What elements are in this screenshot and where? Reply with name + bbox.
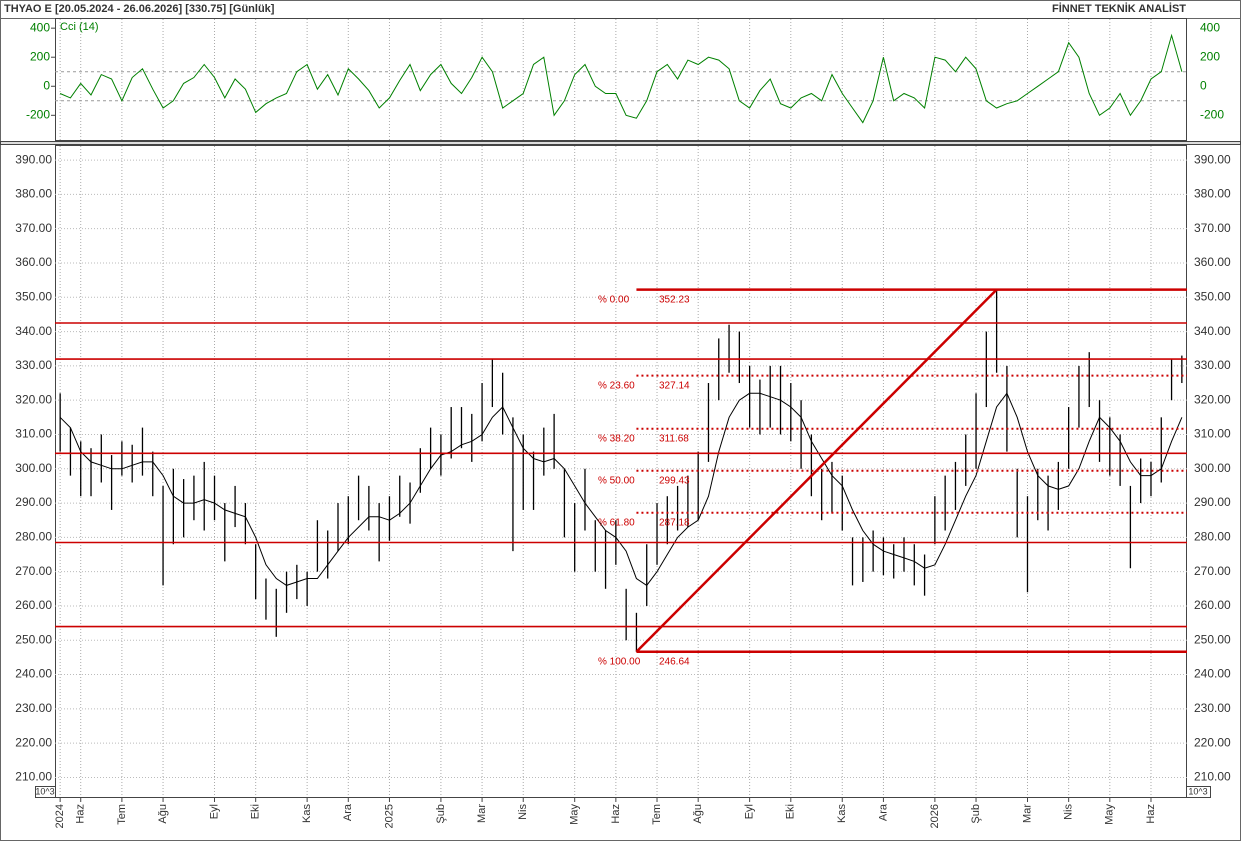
y-tick-label: 360.00 xyxy=(15,255,52,269)
y-tick-label: 0 xyxy=(43,78,50,92)
x-tick-label: Eki xyxy=(785,804,797,819)
fib-ratio: % 23.60 xyxy=(598,380,635,391)
x-tick-label: Mar xyxy=(1021,804,1033,823)
y-tick-label: 370.00 xyxy=(15,221,52,235)
y-tick-label: 280.00 xyxy=(1194,530,1231,544)
fib-ratio: % 0.00 xyxy=(598,294,630,305)
fib-ratio: % 100.00 xyxy=(598,656,641,667)
y-tick-label: 230.00 xyxy=(15,701,52,715)
header-brand: FİNNET TEKNİK ANALİST xyxy=(1052,2,1186,15)
x-tick-label: Şub xyxy=(435,804,447,824)
y-tick-label: 320.00 xyxy=(1194,392,1231,406)
y-tick-label: 270.00 xyxy=(1194,564,1231,578)
x-tick-label: Nis xyxy=(1063,804,1075,820)
fib-value: 352.23 xyxy=(659,294,690,305)
y-tick-label: 290.00 xyxy=(15,495,52,509)
y-tick-label: 200 xyxy=(30,49,50,63)
x-tick-label: 2024 xyxy=(54,804,66,828)
scale-label: 10^3 xyxy=(35,786,54,796)
fib-ratio: % 38.20 xyxy=(598,433,635,444)
x-tick-label: Tem xyxy=(116,804,128,825)
fib-value: 287.18 xyxy=(659,517,690,528)
scale-box xyxy=(1186,786,1211,798)
x-tick-label: Ağu xyxy=(157,804,169,824)
scale-label: 10^3 xyxy=(1188,786,1207,796)
x-tick-label: May xyxy=(1104,804,1116,825)
y-tick-label: 270.00 xyxy=(15,564,52,578)
y-tick-label: 260.00 xyxy=(15,598,52,612)
x-tick-label: 2026 xyxy=(929,804,941,828)
fib-value: 299.43 xyxy=(659,475,690,486)
x-tick-label: 2025 xyxy=(383,804,395,828)
x-tick-label: Ara xyxy=(877,803,889,821)
y-tick-label: 250.00 xyxy=(15,632,52,646)
moving-average xyxy=(59,392,1183,587)
x-tick-label: Mar xyxy=(476,804,488,823)
scale-box xyxy=(35,786,56,798)
y-tick-label: -200 xyxy=(1200,107,1224,121)
header-title: THYAO E [20.05.2024 - 26.06.2026] [330.7… xyxy=(4,3,275,15)
x-tick-label: Kas xyxy=(836,804,848,823)
x-tick-label: Eyl xyxy=(208,804,220,819)
y-tick-label: 220.00 xyxy=(15,735,52,749)
x-tick-label: Ara xyxy=(342,803,354,821)
y-tick-label: 0 xyxy=(1200,78,1207,92)
cci-panel xyxy=(55,18,1187,141)
x-tick-label: Şub xyxy=(970,804,982,824)
y-tick-label: 230.00 xyxy=(1194,701,1231,715)
y-tick-label: -200 xyxy=(26,107,50,121)
y-tick-label: 210.00 xyxy=(15,770,52,784)
y-tick-label: 290.00 xyxy=(1194,495,1231,509)
trend-line xyxy=(635,288,998,653)
y-tick-label: 380.00 xyxy=(15,187,52,201)
y-tick-label: 300.00 xyxy=(1194,461,1231,475)
fib-value: 246.64 xyxy=(659,656,690,667)
x-tick-label: Eki xyxy=(250,804,262,819)
y-tick-label: 370.00 xyxy=(1194,221,1231,235)
fib-ratio: % 61.80 xyxy=(598,517,635,528)
y-tick-label: 380.00 xyxy=(1194,187,1231,201)
y-tick-label: 310.00 xyxy=(15,427,52,441)
x-tick-label: Haz xyxy=(610,804,622,824)
y-tick-label: 330.00 xyxy=(1194,358,1231,372)
y-tick-label: 200 xyxy=(1200,49,1220,63)
y-tick-label: 240.00 xyxy=(1194,667,1231,681)
x-tick-label: Eyl xyxy=(744,804,756,819)
y-tick-label: 390.00 xyxy=(1194,152,1231,166)
y-tick-label: 310.00 xyxy=(1194,427,1231,441)
fib-ratio: % 50.00 xyxy=(598,475,635,486)
x-tick-label: Haz xyxy=(1145,804,1157,824)
y-tick-label: 340.00 xyxy=(15,324,52,338)
x-tick-label: Haz xyxy=(75,804,87,824)
y-tick-label: 340.00 xyxy=(1194,324,1231,338)
fib-value: 311.68 xyxy=(659,433,689,444)
x-tick-label: Ağu xyxy=(692,804,704,824)
y-tick-label: 210.00 xyxy=(1194,770,1231,784)
y-tick-label: 280.00 xyxy=(15,530,52,544)
fib-value: 327.14 xyxy=(659,380,690,391)
y-tick-label: 320.00 xyxy=(15,392,52,406)
y-tick-label: 390.00 xyxy=(15,152,52,166)
y-tick-label: 350.00 xyxy=(15,289,52,303)
y-tick-label: 400 xyxy=(30,20,50,34)
cci-line xyxy=(59,33,1183,124)
y-tick-label: 240.00 xyxy=(15,667,52,681)
x-tick-label: Kas xyxy=(301,804,313,823)
y-tick-label: 250.00 xyxy=(1194,632,1231,646)
y-tick-label: 350.00 xyxy=(1194,289,1231,303)
x-tick-label: Tem xyxy=(651,804,663,825)
y-tick-label: 400 xyxy=(1200,20,1220,34)
y-tick-label: 260.00 xyxy=(1194,598,1231,612)
y-tick-label: 300.00 xyxy=(15,461,52,475)
cci-title: Cci (14) xyxy=(60,21,99,33)
x-tick-label: May xyxy=(569,804,581,825)
separator xyxy=(0,141,1241,145)
y-tick-label: 360.00 xyxy=(1194,255,1231,269)
x-tick-label: Nis xyxy=(517,804,529,820)
y-tick-label: 330.00 xyxy=(15,358,52,372)
y-tick-label: 220.00 xyxy=(1194,735,1231,749)
